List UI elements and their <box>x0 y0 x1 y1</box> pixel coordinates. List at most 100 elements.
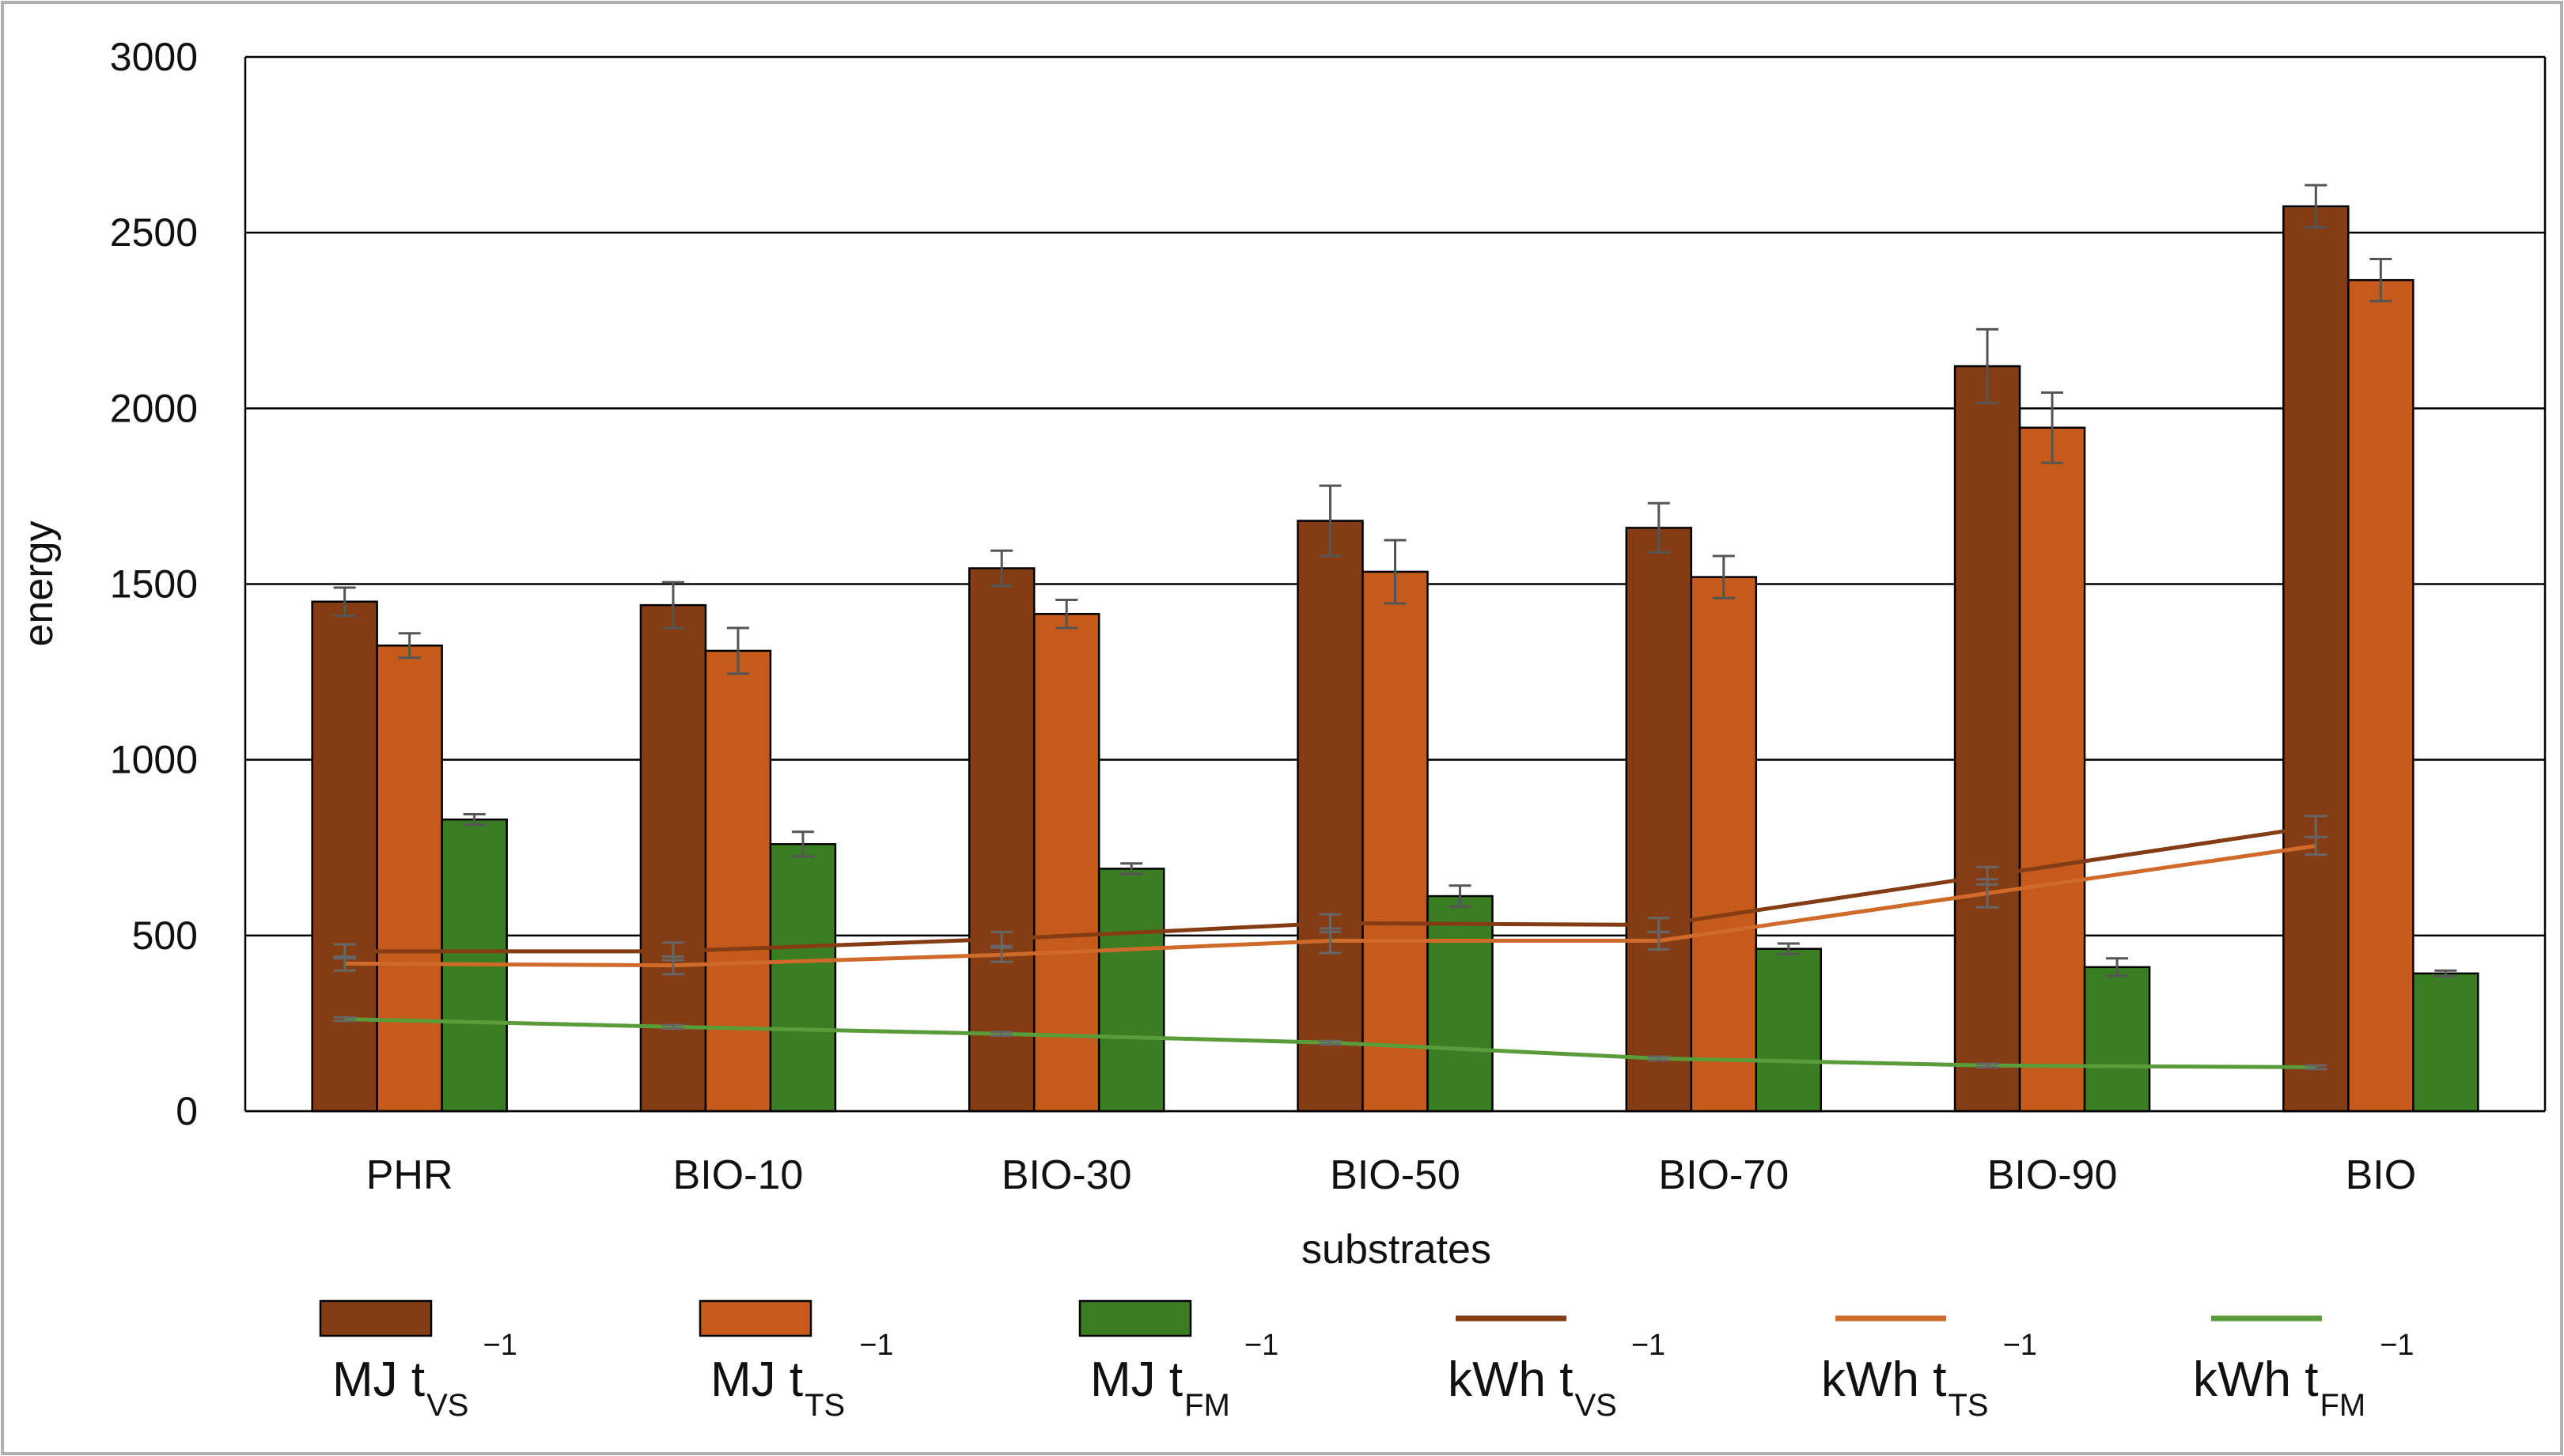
legend-label-superscript: −1 <box>2003 1329 2037 1362</box>
line-error-TS-BIO-90 <box>1976 878 1999 909</box>
error-bar-TS-BIO <box>2369 257 2392 303</box>
error-bar-VS-BIO-70 <box>1647 501 1670 554</box>
bar-VS-BIO-30 <box>968 567 1036 1113</box>
y-tick-label: 1500 <box>110 562 198 607</box>
y-tick-label: 3000 <box>110 35 198 79</box>
bar-VS-PHR <box>311 600 378 1113</box>
y-tick-label: 0 <box>176 1089 198 1133</box>
legend-label: MJ t <box>710 1352 803 1407</box>
legend-item-line-FM: kWh t FM −1 <box>2193 1315 2414 1423</box>
error-bar-VS-BIO <box>2305 183 2327 229</box>
line-error-FM-BIO <box>2305 1064 2327 1071</box>
y-tick-label: 1000 <box>110 738 198 782</box>
line-error-TS-PHR <box>333 955 356 972</box>
line-error-TS-BIO-50 <box>1319 927 1342 955</box>
legend-label: kWh t <box>1821 1352 1946 1407</box>
error-bar-VS-BIO-30 <box>990 549 1013 588</box>
legend-label: MJ t <box>1090 1352 1183 1407</box>
line-error-FM-PHR <box>333 1015 356 1023</box>
legend-item-bar-TS: MJ t TS −1 <box>699 1299 894 1423</box>
legend-swatch <box>699 1299 812 1337</box>
legend-label-subscript: TS <box>805 1388 845 1423</box>
line-error-FM-BIO-70 <box>1647 1055 1670 1062</box>
line-error-TS-BIO-10 <box>661 955 684 976</box>
legend-label-superscript: −1 <box>483 1329 517 1362</box>
legend-item-bar-FM: MJ t FM −1 <box>1078 1299 1278 1423</box>
bar-TS-BIO-70 <box>1690 576 1758 1113</box>
error-bar-TS-BIO-30 <box>1055 598 1078 630</box>
line-marks <box>333 815 2327 1071</box>
legend-item-bar-VS: MJ t VS −1 <box>319 1299 517 1423</box>
y-tick-label: 2000 <box>110 386 198 430</box>
error-bar-FM-BIO-90 <box>2106 957 2129 978</box>
y-tick-label: 2500 <box>110 210 198 255</box>
legend-label-subscript: TS <box>1948 1388 1988 1423</box>
legend-label-subscript: VS <box>1574 1388 1616 1423</box>
x-axis-categories: PHR BIO-10 BIO-30 BIO-50 BIO-70 BIO-90 BIO <box>366 1152 2416 1198</box>
line-error-FM-BIO-10 <box>661 1023 684 1031</box>
line-error-TS-BIO-70 <box>1647 930 1670 951</box>
legend-label-subscript: FM <box>2320 1388 2365 1423</box>
plot-frame <box>244 57 2547 1113</box>
legend-label-subscript: FM <box>1184 1388 1230 1423</box>
bar-VS-BIO-70 <box>1625 527 1693 1113</box>
line-error-VS-BIO-30 <box>990 930 1013 947</box>
x-tick-label: BIO-70 <box>1658 1152 1789 1198</box>
y-tick-label: 500 <box>132 913 198 958</box>
y-axis-ticks: 0 500 1000 1500 2000 2500 3000 <box>110 35 198 1133</box>
bar-FM-BIO-90 <box>2083 966 2151 1113</box>
bar-TS-BIO-30 <box>1032 613 1100 1113</box>
bar-FM-BIO-70 <box>1755 947 1823 1113</box>
legend-label-superscript: −1 <box>1631 1329 1665 1362</box>
y-axis-label: energy <box>16 521 62 647</box>
line-error-FM-BIO-90 <box>1976 1062 1999 1068</box>
bar-TS-PHR <box>376 645 443 1113</box>
error-bar-TS-BIO-70 <box>1712 554 1735 599</box>
bar-VS-BIO-50 <box>1297 520 1364 1113</box>
bar-FM-BIO-30 <box>1097 868 1165 1113</box>
legend-label: kWh t <box>1448 1352 1573 1407</box>
legend-label: kWh t <box>2193 1352 2318 1407</box>
error-bar-VS-BIO-90 <box>1976 327 1999 405</box>
error-bar-FM-BIO <box>2434 969 2457 978</box>
bar-VS-BIO-10 <box>639 603 707 1113</box>
error-bar-VS-PHR <box>333 586 356 617</box>
bar-FM-BIO <box>2412 972 2479 1113</box>
bar-FM-BIO-50 <box>1426 894 1494 1113</box>
error-bar-FM-BIO-30 <box>1120 862 1143 875</box>
legend-label-superscript: −1 <box>1244 1329 1278 1362</box>
legend-label-subscript: VS <box>426 1388 468 1423</box>
error-bar-TS-PHR <box>398 632 421 660</box>
error-bar-FM-BIO-10 <box>791 830 814 858</box>
x-tick-label: BIO <box>2346 1152 2417 1198</box>
x-tick-label: BIO-10 <box>673 1152 804 1198</box>
bar-TS-BIO-90 <box>2018 426 2086 1113</box>
bar-VS-BIO-90 <box>1953 365 2021 1113</box>
legend-label-superscript: −1 <box>859 1329 893 1362</box>
legend-item-line-TS: kWh t TS −1 <box>1821 1315 2037 1423</box>
legend-label: MJ t <box>332 1352 425 1407</box>
x-tick-label: BIO-30 <box>1002 1152 1132 1198</box>
x-axis-label: substrates <box>1301 1227 1491 1273</box>
x-tick-label: PHR <box>366 1152 453 1198</box>
x-tick-label: BIO-90 <box>1987 1152 2118 1198</box>
line-error-FM-BIO-30 <box>990 1031 1013 1037</box>
bar-TS-BIO <box>2347 278 2414 1113</box>
legend-swatch <box>319 1299 433 1337</box>
x-tick-label: BIO-50 <box>1330 1152 1460 1198</box>
error-bar-FM-BIO-50 <box>1449 884 1471 908</box>
bar-TS-BIO-50 <box>1362 570 1429 1113</box>
line-error-FM-BIO-50 <box>1319 1039 1342 1046</box>
error-bar-VS-BIO-10 <box>661 581 684 630</box>
bar-VS-BIO <box>2282 205 2350 1113</box>
error-bar-FM-BIO-70 <box>1777 942 1800 955</box>
legend-swatch <box>1078 1299 1192 1337</box>
bar-FM-BIO-10 <box>769 843 837 1113</box>
legend-item-line-VS: kWh t VS −1 <box>1448 1315 1665 1423</box>
error-bar-VS-BIO-50 <box>1319 484 1342 558</box>
error-bar-FM-PHR <box>463 813 486 826</box>
error-bar-TS-BIO-90 <box>2041 391 2064 464</box>
